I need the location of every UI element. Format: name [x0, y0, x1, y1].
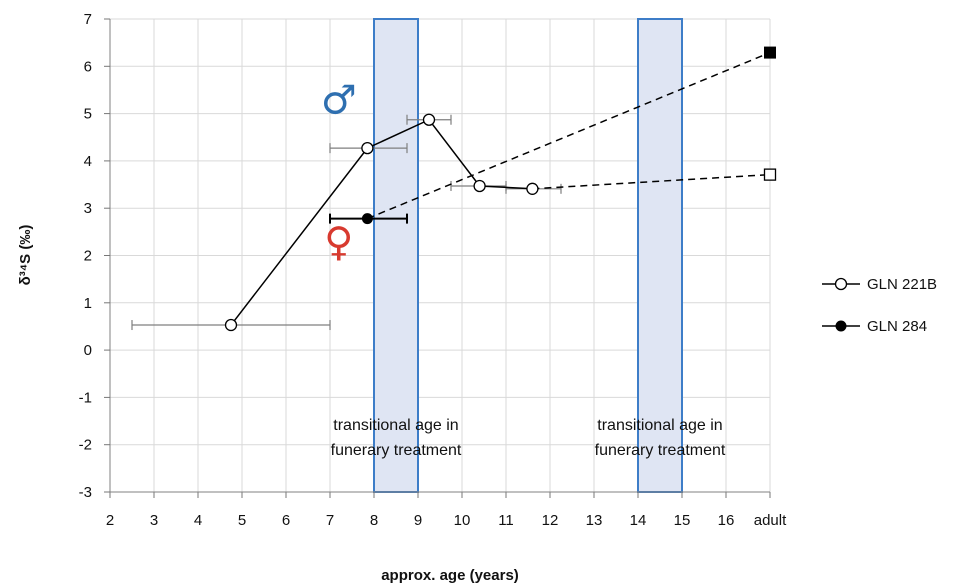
x-tick-label: adult — [754, 512, 787, 529]
legend-label: GLN 284 — [867, 318, 927, 335]
y-tick-label: 4 — [84, 153, 92, 170]
x-tick-label: 15 — [674, 512, 691, 529]
x-tick-label: 3 — [150, 512, 158, 529]
y-tick-label: 2 — [84, 248, 92, 265]
y-tick-label: 6 — [84, 58, 92, 75]
y-tick-label: 1 — [84, 295, 92, 312]
data-point — [834, 277, 848, 291]
y-tick-label: 3 — [84, 200, 92, 217]
male-symbol-icon: ♂ — [321, 78, 357, 124]
y-tick-labels: 7 6 5 4 3 2 1 0 -1 -2 -3 — [79, 11, 92, 501]
x-axis-title: approx. age (years) — [381, 567, 519, 584]
data-point — [526, 182, 539, 195]
x-tick-label: 6 — [282, 512, 290, 529]
legend-label: GLN 221B — [867, 276, 937, 293]
x-tick-label: 8 — [370, 512, 378, 529]
series — [131, 46, 777, 332]
annotations: transitional age in funerary treatment tra… — [321, 78, 726, 459]
x-tick-label: 10 — [454, 512, 471, 529]
data-point — [224, 318, 238, 332]
data-point — [764, 46, 776, 59]
data-point — [835, 320, 847, 332]
data-point — [361, 213, 373, 225]
x-tick-labels: 2 3 4 5 6 7 8 9 10 11 12 13 14 15 16 adult — [106, 512, 787, 529]
data-point — [361, 141, 374, 155]
y-tick-label: -1 — [79, 389, 92, 406]
projection-line — [532, 173, 771, 190]
x-tick-label: 12 — [542, 512, 559, 529]
y-tick-label: 0 — [84, 342, 92, 359]
y-tick-label: 5 — [84, 106, 92, 123]
x-tick-label: 9 — [414, 512, 422, 529]
data-point — [473, 179, 486, 193]
region-label: funerary treatment — [331, 442, 462, 459]
x-tick-label: 4 — [194, 512, 202, 529]
region-label: transitional age in — [333, 417, 458, 434]
y-tick-label: 7 — [84, 11, 92, 28]
x-tick-label: 14 — [630, 512, 647, 529]
female-symbol-icon: ♀ — [324, 220, 353, 266]
x-tick-label: 2 — [106, 512, 114, 529]
region-label: funerary treatment — [595, 442, 726, 459]
x-tick-label: 11 — [498, 512, 514, 529]
data-point — [763, 168, 777, 181]
transition-region — [373, 18, 419, 493]
x-tick-label: 7 — [326, 512, 334, 529]
projection-line — [367, 51, 771, 220]
y-tick-label: -3 — [79, 484, 92, 501]
y-tick-label: -2 — [79, 437, 92, 454]
data-point — [422, 113, 436, 126]
region-label: transitional age in — [597, 417, 722, 434]
x-tick-label: 13 — [586, 512, 603, 529]
x-tick-label: 5 — [238, 512, 246, 529]
legend: GLN 221B GLN 284 — [822, 276, 937, 335]
x-tick-label: 16 — [718, 512, 735, 529]
axes — [104, 18, 771, 498]
y-axis-title: δ³⁴S (‰) — [17, 225, 34, 286]
